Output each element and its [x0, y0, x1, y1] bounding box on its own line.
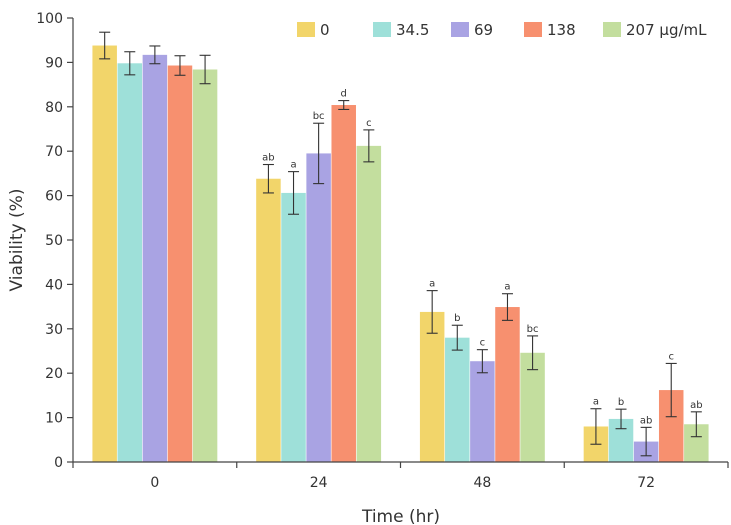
significance-label: d	[341, 89, 347, 100]
bar-24hr-69	[306, 153, 331, 463]
error-bar-48hr-207-g-mL	[527, 335, 539, 371]
y-tick-label: 70	[45, 144, 63, 160]
bar-24hr-207-g-mL	[356, 145, 382, 462]
y-tick-label: 80	[45, 100, 63, 116]
y-ticks-layer: 0 10 20 30 40 50 60 70 80 90 100	[36, 11, 73, 471]
significance-label: c	[480, 338, 486, 349]
x-tick-label-72: 72	[637, 475, 655, 491]
bar-24hr-0	[256, 178, 281, 462]
significance-label: a	[593, 397, 599, 408]
error-bar-0hr-207-g-mL	[199, 54, 211, 85]
x-tick-label-24: 24	[310, 475, 328, 491]
legend-item-69: 69	[451, 21, 493, 39]
bar-0hr-138	[167, 65, 193, 463]
significance-label: a	[429, 279, 435, 290]
y-tick-label: 60	[45, 189, 63, 205]
y-tick-label: 50	[45, 233, 63, 249]
x-tick-label-48: 48	[473, 475, 491, 491]
bar-48hr-69	[470, 361, 495, 462]
significance-label: ab	[262, 153, 274, 164]
error-bar-0hr-0	[99, 31, 111, 60]
bar-24hr-34.5	[281, 192, 306, 462]
error-bar-24hr-34.5	[288, 171, 300, 215]
y-tick-label: 20	[45, 366, 63, 382]
error-bar-24hr-0	[262, 163, 274, 194]
error-bar-48hr-0	[426, 290, 438, 334]
legend-swatch	[451, 22, 469, 37]
significance-label: c	[668, 351, 674, 362]
error-bar-0hr-34.5	[124, 51, 136, 76]
y-tick-label: 0	[54, 455, 63, 471]
legend-label: 34.5	[396, 21, 429, 39]
y-tick-label: 30	[45, 322, 63, 338]
x-ticks-layer: 0 24 48 72	[72, 462, 729, 491]
error-bar-72hr-0	[590, 408, 602, 445]
error-bar-24hr-207-g-mL	[363, 129, 375, 163]
y-tick-label: 10	[45, 411, 63, 427]
error-bar-72hr-69	[640, 426, 652, 457]
y-axis-title: Viability (%)	[7, 189, 27, 292]
legend-item-0: 0	[297, 21, 330, 39]
bar-0hr-0	[92, 45, 117, 462]
y-tick-label: 100	[36, 11, 63, 27]
legend-swatch	[373, 22, 391, 37]
significance-label: bc	[527, 324, 539, 335]
bar-0hr-207-g-mL	[192, 69, 218, 462]
error-bar-72hr-34.5	[615, 408, 627, 430]
significance-label: b	[618, 397, 624, 408]
bar-0hr-34.5	[117, 63, 143, 463]
legend-label: 138	[547, 21, 576, 39]
legend: 0 34.5 69 138 207 μg/mL	[297, 21, 707, 39]
error-bar-72hr-138	[665, 362, 677, 418]
bar-48hr-138	[495, 307, 520, 462]
error-bars-layer	[99, 31, 702, 457]
significance-label: ab	[640, 415, 652, 426]
error-bar-0hr-138	[174, 55, 186, 76]
bar-48hr-34.5	[445, 337, 470, 462]
error-bar-72hr-207-g-mL	[690, 411, 702, 438]
significance-label: a	[504, 282, 510, 293]
error-bar-48hr-34.5	[451, 324, 463, 351]
significance-label: bc	[313, 111, 325, 122]
bar-48hr-0	[419, 311, 445, 462]
legend-item-34.5: 34.5	[373, 21, 429, 39]
significance-label: b	[454, 313, 460, 324]
significance-label: a	[290, 160, 296, 171]
significance-label: c	[366, 118, 372, 129]
x-axis-title: Time (hr)	[361, 507, 440, 525]
y-tick-label: 40	[45, 277, 63, 293]
error-bar-48hr-69	[476, 349, 488, 374]
error-bar-24hr-138	[338, 100, 350, 111]
legend-item-138: 138	[524, 21, 576, 39]
legend-label: 207 μg/mL	[626, 21, 707, 39]
error-bar-24hr-69	[313, 122, 325, 185]
legend-label: 0	[320, 21, 330, 39]
legend-swatch	[603, 22, 621, 37]
x-tick-label-0: 0	[150, 475, 159, 491]
bar-24hr-138	[331, 105, 356, 463]
y-tick-label: 90	[45, 55, 63, 71]
legend-swatch	[524, 22, 542, 37]
significance-label: ab	[690, 400, 702, 411]
legend-item-207-g-mL: 207 μg/mL	[603, 21, 707, 39]
legend-swatch	[297, 22, 315, 37]
legend-label: 69	[474, 21, 493, 39]
bar-0hr-69	[142, 54, 168, 463]
bar-48hr-207-g-mL	[520, 352, 545, 462]
bars-layer	[92, 45, 709, 463]
error-bar-0hr-69	[149, 45, 161, 65]
error-bar-48hr-138	[501, 293, 513, 321]
